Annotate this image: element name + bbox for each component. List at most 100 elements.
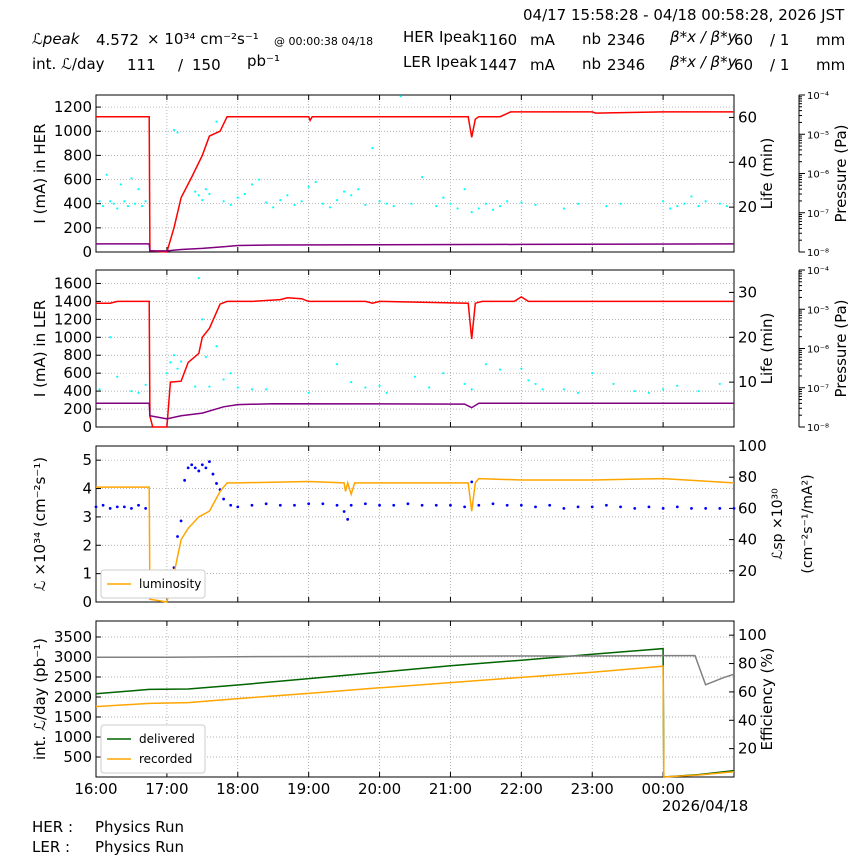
legend-label: delivered xyxy=(139,732,195,746)
pressure-point xyxy=(335,363,339,366)
ler-nb-value: 2346 xyxy=(607,56,646,74)
legend-label: recorded xyxy=(139,752,192,766)
pressure-tick-label: 10⁻⁶ xyxy=(807,170,829,181)
y-axis-label: int. ℒ/day (pb⁻¹) xyxy=(31,638,49,760)
pressure-point xyxy=(126,205,129,208)
efficiency-line xyxy=(96,654,735,686)
specific-point xyxy=(477,503,481,507)
panel-frame xyxy=(95,269,735,428)
pressure-point xyxy=(101,205,105,208)
her-nb-value: 2346 xyxy=(607,31,646,49)
panel-frame xyxy=(95,620,735,778)
y-tick-label: 1000 xyxy=(54,122,92,140)
pressure-point xyxy=(222,200,225,203)
y-tick-label: 2000 xyxy=(54,688,92,706)
y-axis-label: I (mA) in LER xyxy=(31,300,49,397)
specific-point xyxy=(222,497,226,501)
pressure-point xyxy=(179,360,183,363)
pressure-point xyxy=(105,173,108,176)
pressure-point xyxy=(172,128,176,132)
specific-point xyxy=(718,507,722,510)
specific-point xyxy=(293,503,296,507)
specific-point xyxy=(176,535,179,538)
specific-point xyxy=(211,472,215,476)
pressure-tick-label: 10⁻⁶ xyxy=(807,345,829,356)
specific-point xyxy=(215,482,218,485)
pressure-point xyxy=(98,388,101,391)
pressure-point xyxy=(605,205,608,208)
pressure-point xyxy=(364,203,367,206)
x-date-label: 2026/04/18 xyxy=(662,797,748,815)
specific-point xyxy=(236,505,240,509)
date-range: 04/17 15:58:28 - 04/18 00:58:28, 2026 JS… xyxy=(523,6,845,24)
x-tick-label: 19:00 xyxy=(287,780,330,798)
specific-point xyxy=(505,503,509,507)
y-axis-label: ℒ ×10³⁴ (cm⁻²s⁻¹) xyxy=(31,457,49,591)
ler-status: Physics Run xyxy=(95,838,185,856)
pressure-point xyxy=(208,192,211,196)
ler-beta-x: 60 xyxy=(734,56,754,74)
pressure-point xyxy=(236,196,239,199)
y2-tick-label: 100 xyxy=(738,437,767,455)
lpeak-value: 4.572 xyxy=(96,31,139,49)
pressure-point xyxy=(697,390,700,393)
pressure-point xyxy=(109,336,112,339)
specific-point xyxy=(420,503,424,507)
pressure-point xyxy=(378,384,381,387)
pressure-point xyxy=(321,202,324,205)
life-line xyxy=(96,402,734,420)
her-beta-y: / 1 xyxy=(770,31,790,49)
y-tick-label: 600 xyxy=(63,364,92,382)
specific-point xyxy=(519,503,523,507)
y2-axis-label: Life (min) xyxy=(758,313,776,385)
pressure-point xyxy=(116,375,119,378)
y2-tick-label: 60 xyxy=(738,499,757,517)
pressure-tick-label: 10⁻⁴ xyxy=(807,266,829,277)
pressure-point xyxy=(506,200,509,203)
pressure-point xyxy=(520,367,523,370)
pressure-point xyxy=(697,205,700,208)
her-beta-label: β*x / β*y xyxy=(670,28,737,46)
pressure-point xyxy=(520,201,523,204)
pressure-point xyxy=(498,205,502,208)
specific-point xyxy=(144,507,148,510)
pressure-point xyxy=(286,194,289,197)
specific-point xyxy=(633,507,637,510)
pressure-point xyxy=(449,202,452,205)
intl-sep: / xyxy=(178,56,184,74)
pressure-point xyxy=(169,361,172,364)
y2-axis-label: ℒsp ×10³⁰ xyxy=(770,488,786,560)
y-tick-label: 1200 xyxy=(54,98,92,116)
specific-point xyxy=(190,463,194,467)
pressure-point xyxy=(137,391,140,395)
y2-tick-label: 80 xyxy=(738,655,757,673)
pressure-tick-label: 10⁻⁷ xyxy=(807,209,829,220)
pressure-point xyxy=(676,384,679,387)
intl-value: 111 xyxy=(127,56,156,74)
pressure-point xyxy=(541,388,544,391)
pressure-point xyxy=(442,196,445,199)
her-status: Physics Run xyxy=(95,818,185,836)
y2-tick-label: 40 xyxy=(738,153,757,171)
pressure-point xyxy=(328,206,332,209)
specific-point xyxy=(406,502,410,506)
y-tick-label: 200 xyxy=(63,400,92,418)
pressure-point xyxy=(201,198,204,202)
pressure-point xyxy=(243,192,246,196)
pressure-point xyxy=(314,180,317,184)
pressure-point xyxy=(357,188,360,191)
pressure-point xyxy=(300,200,303,203)
pressure-point xyxy=(612,382,615,386)
y-tick-label: 1400 xyxy=(54,292,92,310)
pressure-point xyxy=(718,202,721,205)
y-tick-label: 1 xyxy=(82,565,92,583)
ler-beta-unit: mm xyxy=(816,56,846,74)
pressure-point xyxy=(112,202,115,205)
pressure-point xyxy=(576,202,580,205)
pressure-point xyxy=(463,188,466,191)
pressure-point xyxy=(435,205,438,208)
specific-point xyxy=(661,507,665,510)
pressure-point xyxy=(119,183,122,186)
pressure-point xyxy=(172,354,176,357)
pressure-point xyxy=(392,205,395,208)
